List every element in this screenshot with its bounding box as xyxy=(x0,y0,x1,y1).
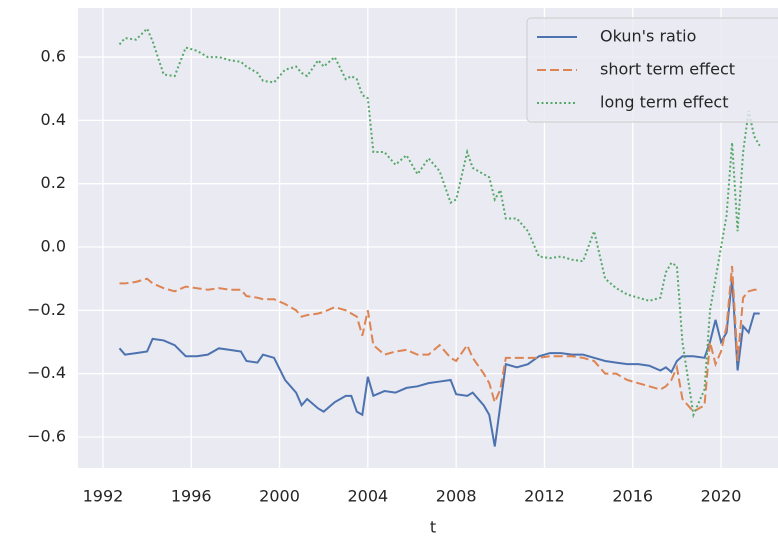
x-tick-label: 2008 xyxy=(436,487,477,506)
series-line xyxy=(118,26,761,419)
y-tick-label: 0.0 xyxy=(41,237,66,256)
legend-label: long term effect xyxy=(600,93,728,112)
legend-box xyxy=(526,17,778,123)
y-tick-label: −0.2 xyxy=(27,300,66,319)
legend: Okun's ratio short term effect long term e… xyxy=(526,17,778,123)
legend-label: short term effect xyxy=(600,60,735,79)
x-tick-label: 1996 xyxy=(171,487,212,506)
y-tick-label: −0.4 xyxy=(27,363,66,382)
x-tick-label: 2000 xyxy=(259,487,300,506)
grid xyxy=(78,8,778,468)
x-axis-label: t xyxy=(430,518,436,537)
x-tick-label: 2012 xyxy=(524,487,565,506)
lines xyxy=(118,26,761,447)
y-tick-label: −0.6 xyxy=(27,426,66,445)
y-tick-label: 0.2 xyxy=(41,173,66,192)
x-tick-label: 2004 xyxy=(347,487,388,506)
x-tick-label: 2020 xyxy=(701,487,742,506)
y-tick-label: 0.4 xyxy=(41,110,66,129)
legend-label: Okun's ratio xyxy=(600,27,696,46)
y-tick-label: 0.6 xyxy=(41,47,66,66)
x-tick-label: 1992 xyxy=(83,487,124,506)
x-tick-label: 2016 xyxy=(612,487,653,506)
series-line xyxy=(119,265,760,413)
series-line xyxy=(118,278,760,447)
tick-labels: −0.6 −0.4 −0.2 0.0 0.2 0.4 0.6 1992 1996 2000 2004… xyxy=(27,47,741,506)
